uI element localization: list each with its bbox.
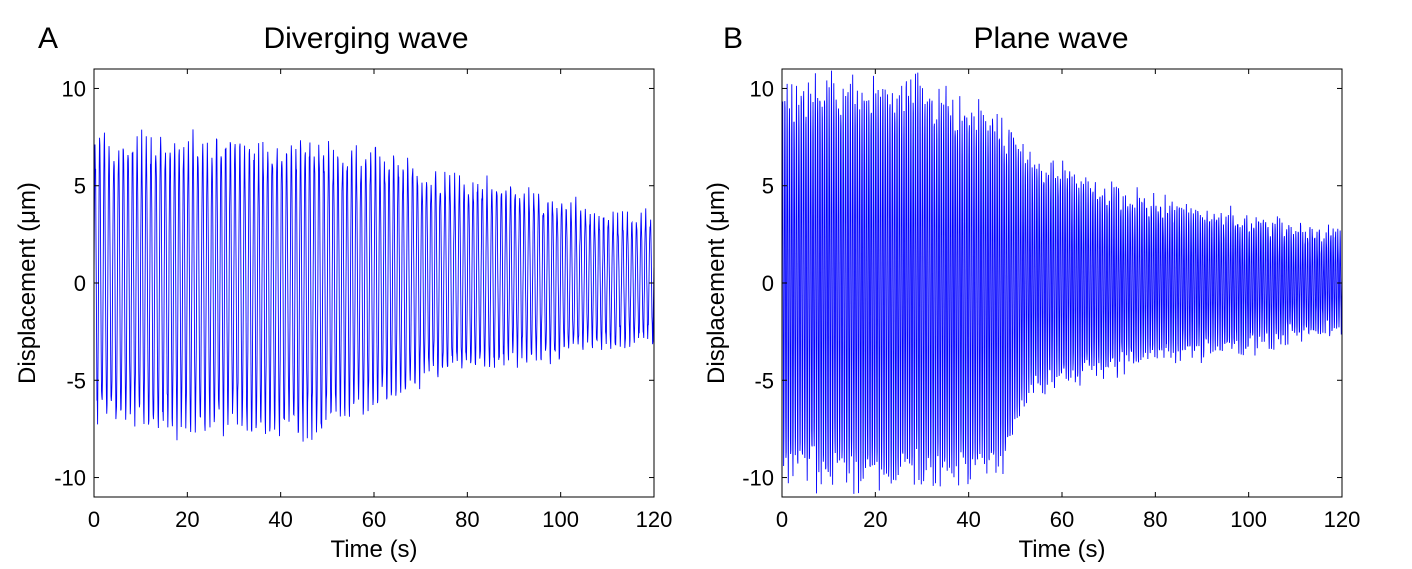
panel-b-y-axis-label: Displacement (μm) — [703, 182, 730, 384]
panel-a-ticks: 0 20 40 60 80 100 120 -10 -5 0 5 10 — [54, 69, 672, 532]
panel-b-title: Plane wave — [973, 22, 1128, 55]
x-tick-label: 120 — [636, 507, 673, 532]
x-tick-label: 60 — [1050, 507, 1074, 532]
panel-a-series-line — [94, 129, 654, 442]
x-tick-label: 20 — [863, 507, 887, 532]
x-tick-label: 80 — [1143, 507, 1167, 532]
panel-b-letter: B — [723, 22, 743, 55]
panel-a-title: Diverging wave — [263, 22, 468, 55]
panel-a-series-layer — [94, 129, 654, 442]
y-tick-label: -10 — [54, 466, 86, 491]
y-tick-label: 0 — [74, 271, 86, 296]
x-tick-label: 100 — [1230, 507, 1267, 532]
panel-b-series-line — [782, 70, 1342, 494]
y-tick-label: -5 — [754, 368, 774, 393]
x-tick-label: 40 — [268, 507, 292, 532]
panel-a-y-axis-label: Displacement (μm) — [14, 182, 41, 384]
x-tick-label: 60 — [362, 507, 386, 532]
y-tick-label: -10 — [742, 466, 774, 491]
panel-a: A Diverging wave 0 20 40 60 80 100 120 -10 -5 0 5 1… — [14, 22, 672, 563]
y-tick-label: 10 — [62, 76, 86, 101]
y-tick-label: 0 — [762, 271, 774, 296]
panel-b: B Plane wave 0 20 40 60 80 100 120 -10 -5 0 5 10 Ti… — [703, 22, 1360, 563]
y-tick-label: 10 — [750, 76, 774, 101]
x-tick-label: 20 — [175, 507, 199, 532]
x-tick-label: 40 — [956, 507, 980, 532]
x-tick-label: 80 — [455, 507, 479, 532]
x-tick-label: 0 — [776, 507, 788, 532]
y-tick-label: 5 — [74, 174, 86, 199]
panel-b-ticks: 0 20 40 60 80 100 120 -10 -5 0 5 10 — [742, 69, 1360, 532]
panel-a-x-axis-label: Time (s) — [330, 536, 417, 563]
panel-b-series-layer — [782, 70, 1342, 494]
x-tick-label: 0 — [88, 507, 100, 532]
x-tick-label: 100 — [542, 507, 579, 532]
x-tick-label: 120 — [1324, 507, 1361, 532]
panel-b-x-axis-label: Time (s) — [1018, 536, 1105, 563]
panel-a-letter: A — [38, 22, 58, 55]
y-tick-label: 5 — [762, 174, 774, 199]
y-tick-label: -5 — [66, 368, 86, 393]
